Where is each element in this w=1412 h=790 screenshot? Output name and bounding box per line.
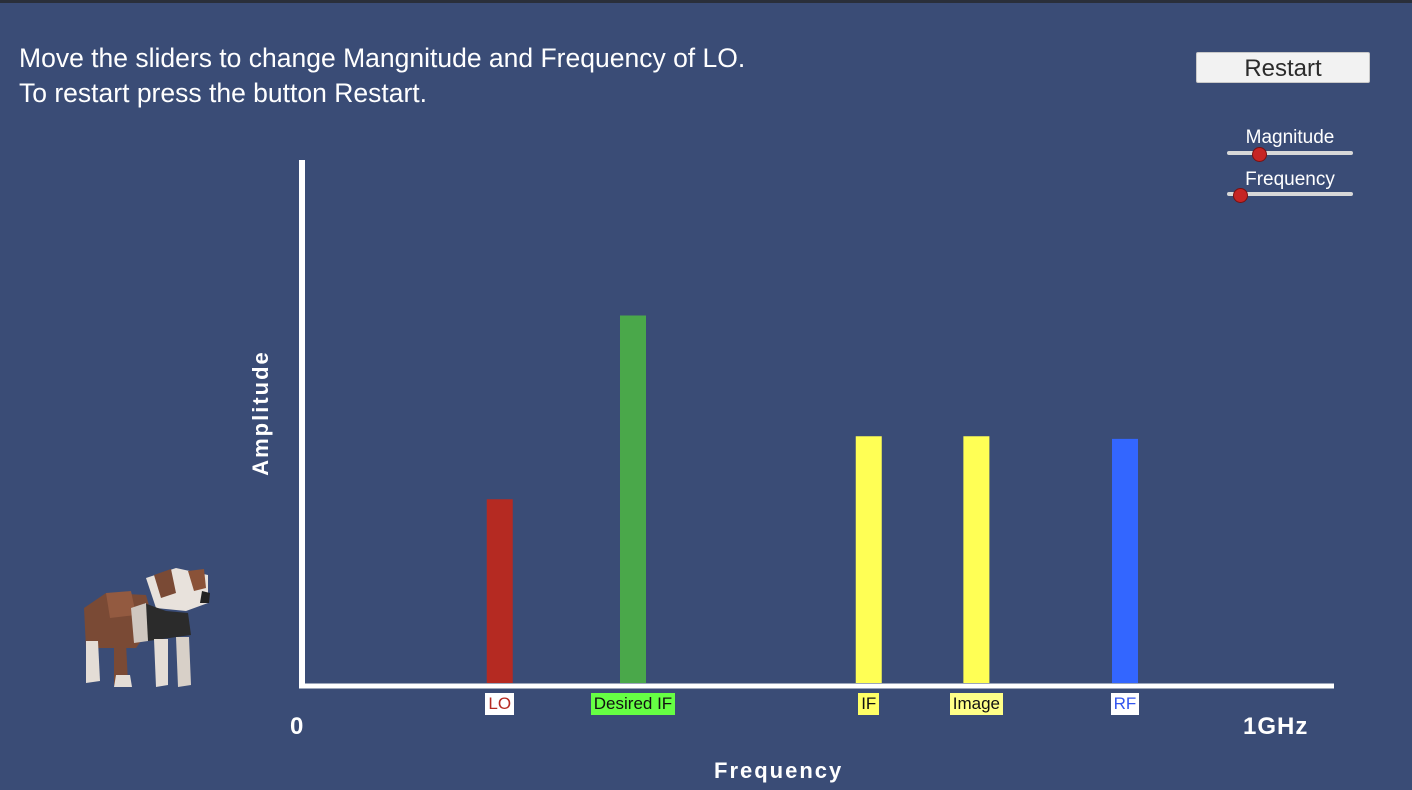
x-tick-end: 1GHz: [1243, 713, 1309, 740]
magnitude-slider-label: Magnitude: [1245, 127, 1335, 148]
bar-label-if: IF: [858, 693, 880, 715]
x-tick-start: 0: [290, 713, 305, 740]
dog-figure: [84, 568, 210, 687]
bar-desired-if: [620, 315, 646, 683]
spectrum-chart: Amplitude: [248, 160, 1334, 689]
bar-label-desired-if: Desired IF: [590, 693, 676, 715]
frequency-slider[interactable]: [1227, 192, 1353, 196]
bar-lo: [486, 499, 513, 683]
y-axis-label: Amplitude: [248, 350, 273, 476]
magnitude-slider-handle[interactable]: [1251, 147, 1267, 162]
bar-image: [963, 436, 990, 683]
bar-label-lo: LO: [485, 693, 515, 715]
magnitude-slider[interactable]: [1227, 151, 1353, 155]
bar-if: [855, 436, 882, 683]
restart-button[interactable]: Restart: [1196, 52, 1370, 83]
x-axis-label: Frequency: [714, 758, 844, 783]
instructions: Move the sliders to change Mangnitude an…: [19, 41, 745, 111]
frequency-slider-handle[interactable]: [1232, 188, 1248, 203]
frequency-slider-label: Frequency: [1245, 169, 1335, 190]
instruction-line-1: Move the sliders to change Mangnitude an…: [19, 43, 746, 73]
instruction-line-2: To restart press the button Restart.: [19, 78, 427, 108]
bar-label-rf: RF: [1110, 693, 1140, 715]
bar-label-image: Image: [949, 693, 1003, 715]
bar-rf: [1112, 438, 1138, 683]
